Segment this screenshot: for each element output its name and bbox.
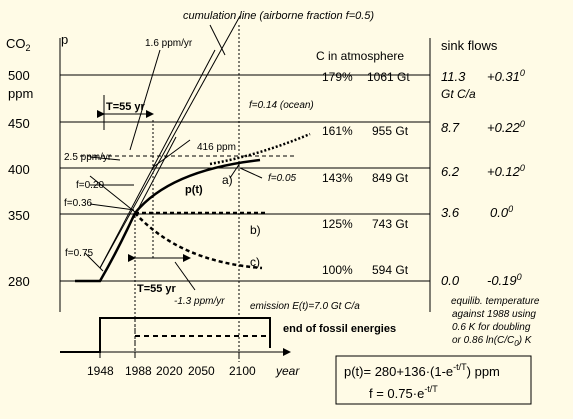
end-fossil-label: end of fossil energies bbox=[283, 323, 396, 335]
formula-line-1: p(t)= 280+136·(1-e-t/T) ppm bbox=[344, 362, 500, 379]
tick-450: 450 bbox=[8, 116, 30, 131]
atm-gt-4: 594 Gt bbox=[372, 263, 409, 277]
rate-16-label: 1.6 ppm/yr bbox=[145, 38, 193, 49]
curve-c-label: c) bbox=[250, 255, 260, 269]
curve-a-extension bbox=[209, 132, 311, 166]
atm-gt-3: 743 Gt bbox=[372, 217, 409, 231]
sink-temp-4: -0.190 bbox=[487, 272, 522, 288]
leader-lines bbox=[84, 24, 263, 291]
atm-gt-1: 955 Gt bbox=[372, 124, 409, 138]
emission-graph bbox=[60, 317, 291, 358]
equil-note-3: 0.6 K for doubling bbox=[452, 322, 531, 333]
atm-pct-1: 161% bbox=[322, 124, 353, 138]
equil-note-2: against 1988 using bbox=[452, 309, 536, 320]
curve-c bbox=[134, 212, 263, 270]
ppm416-label: 416 ppm bbox=[197, 142, 236, 153]
curve-history bbox=[75, 212, 137, 283]
atm-gt-0: 1061 Gt bbox=[367, 70, 410, 84]
xtick-1948: 1948 bbox=[87, 364, 114, 378]
year-markers bbox=[134, 25, 240, 362]
equil-note-1: equilib. temperature bbox=[451, 296, 540, 307]
equil-note-4: or 0.86 ln(C/C0) K bbox=[452, 335, 533, 348]
atmosphere-header: C in atmosphere bbox=[316, 49, 404, 63]
reference-lines bbox=[60, 74, 430, 282]
sink-temp-3: 0.00 bbox=[490, 204, 513, 220]
sink-flow-4: 0.0 bbox=[441, 273, 460, 288]
cumulation-label: cumulation line (airborne fraction f=0.5… bbox=[183, 10, 374, 22]
t55-top-label: T=55 yr bbox=[106, 101, 146, 113]
sink-flow-0: 11.3 bbox=[441, 69, 466, 84]
pt-label: p(t) bbox=[185, 184, 203, 196]
f036-label: f=0.36 bbox=[64, 198, 93, 209]
xtick-2020: 2020 bbox=[156, 364, 183, 378]
curve-a-label: a) bbox=[222, 173, 233, 187]
atm-pct-3: 125% bbox=[322, 217, 353, 231]
xtick-2050: 2050 bbox=[188, 364, 215, 378]
atm-pct-2: 143% bbox=[322, 171, 353, 185]
formula-box bbox=[335, 355, 532, 405]
f075-label: f=0.75 bbox=[65, 248, 94, 259]
sink-temp-1: +0.220 bbox=[487, 119, 525, 135]
sinks-header: sink flows bbox=[441, 38, 498, 53]
atm-gt-2: 849 Gt bbox=[372, 171, 409, 185]
sink-temp-2: +0.120 bbox=[487, 163, 525, 179]
tick-400: 400 bbox=[8, 162, 30, 177]
p-label: p bbox=[61, 32, 68, 47]
rate-25-label: 2.5 ppm/yr bbox=[64, 152, 112, 163]
f014-label: f=0.14 (ocean) bbox=[249, 100, 314, 111]
curve-a bbox=[134, 158, 261, 214]
tick-280: 280 bbox=[8, 274, 30, 289]
emission-label: emission E(t)=7.0 Gt C/a bbox=[250, 301, 360, 312]
f005-label: f=0.05 bbox=[268, 173, 297, 184]
curve-b-label: b) bbox=[250, 223, 261, 237]
f020-label: f=0.20 bbox=[76, 180, 105, 191]
xtick-1988: 1988 bbox=[125, 364, 152, 378]
tick-500: 500 bbox=[8, 68, 30, 83]
sink-flow-3: 3.6 bbox=[441, 205, 460, 220]
sink-flow-2: 6.2 bbox=[441, 164, 460, 179]
t55-bottom-label: T=55 yr bbox=[137, 283, 177, 295]
sink-flow-1: 8.7 bbox=[441, 120, 460, 135]
sink-temp-0: +0.310 bbox=[487, 68, 525, 84]
rate-13-label: -1.3 ppm/yr bbox=[174, 296, 225, 307]
xtick-2100: 2100 bbox=[229, 364, 256, 378]
ppm-label: ppm bbox=[8, 86, 33, 101]
atm-pct-0: 179% bbox=[322, 70, 353, 84]
sinks-unit: Gt C/a bbox=[441, 87, 476, 101]
atm-pct-4: 100% bbox=[322, 263, 353, 277]
tick-350: 350 bbox=[8, 208, 30, 223]
co2-label: CO2 bbox=[6, 36, 31, 53]
xaxis-label: year bbox=[275, 364, 300, 378]
formula-line-2: f = 0.75·e-t/T bbox=[369, 384, 438, 401]
